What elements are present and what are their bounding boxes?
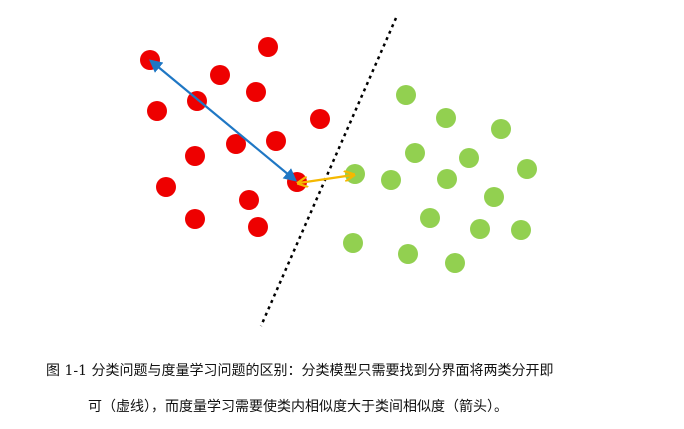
class-b-point [381, 170, 401, 190]
class-b-point [517, 159, 537, 179]
intra-class-distance-arrow [148, 59, 298, 182]
class-a-point [248, 217, 268, 237]
inter-class-distance-arrow [299, 175, 353, 183]
class-a-point [246, 82, 266, 102]
metric-learning-diagram [140, 17, 537, 327]
class-a-point [156, 177, 176, 197]
class-b-points [343, 85, 537, 273]
figure-caption-line-1: 图 1-1 分类问题与度量学习问题的区别：分类模型只需要找到分界面将两类分开即 [46, 363, 554, 379]
class-b-point [484, 187, 504, 207]
class-b-point [343, 233, 363, 253]
class-b-point [470, 219, 490, 239]
class-a-point [258, 37, 278, 57]
class-b-point [345, 164, 365, 184]
class-a-point [147, 101, 167, 121]
class-b-point [405, 143, 425, 163]
class-a-point [266, 131, 286, 151]
class-b-point [398, 244, 418, 264]
class-b-point [437, 169, 457, 189]
class-b-point [436, 108, 456, 128]
class-a-point [210, 65, 230, 85]
class-b-point [511, 220, 531, 240]
class-b-point [396, 85, 416, 105]
figure-caption-line-2: 可（虚线），而度量学习需要使类内相似度大于类间相似度（箭头）。 [88, 399, 508, 415]
class-a-point [310, 109, 330, 129]
decision-boundary [259, 17, 398, 327]
class-a-points [140, 37, 330, 237]
class-b-point [459, 148, 479, 168]
class-a-point [185, 209, 205, 229]
class-b-point [445, 253, 465, 273]
class-a-point [239, 190, 259, 210]
class-a-point [185, 146, 205, 166]
class-b-point [420, 208, 440, 228]
class-b-point [491, 119, 511, 139]
